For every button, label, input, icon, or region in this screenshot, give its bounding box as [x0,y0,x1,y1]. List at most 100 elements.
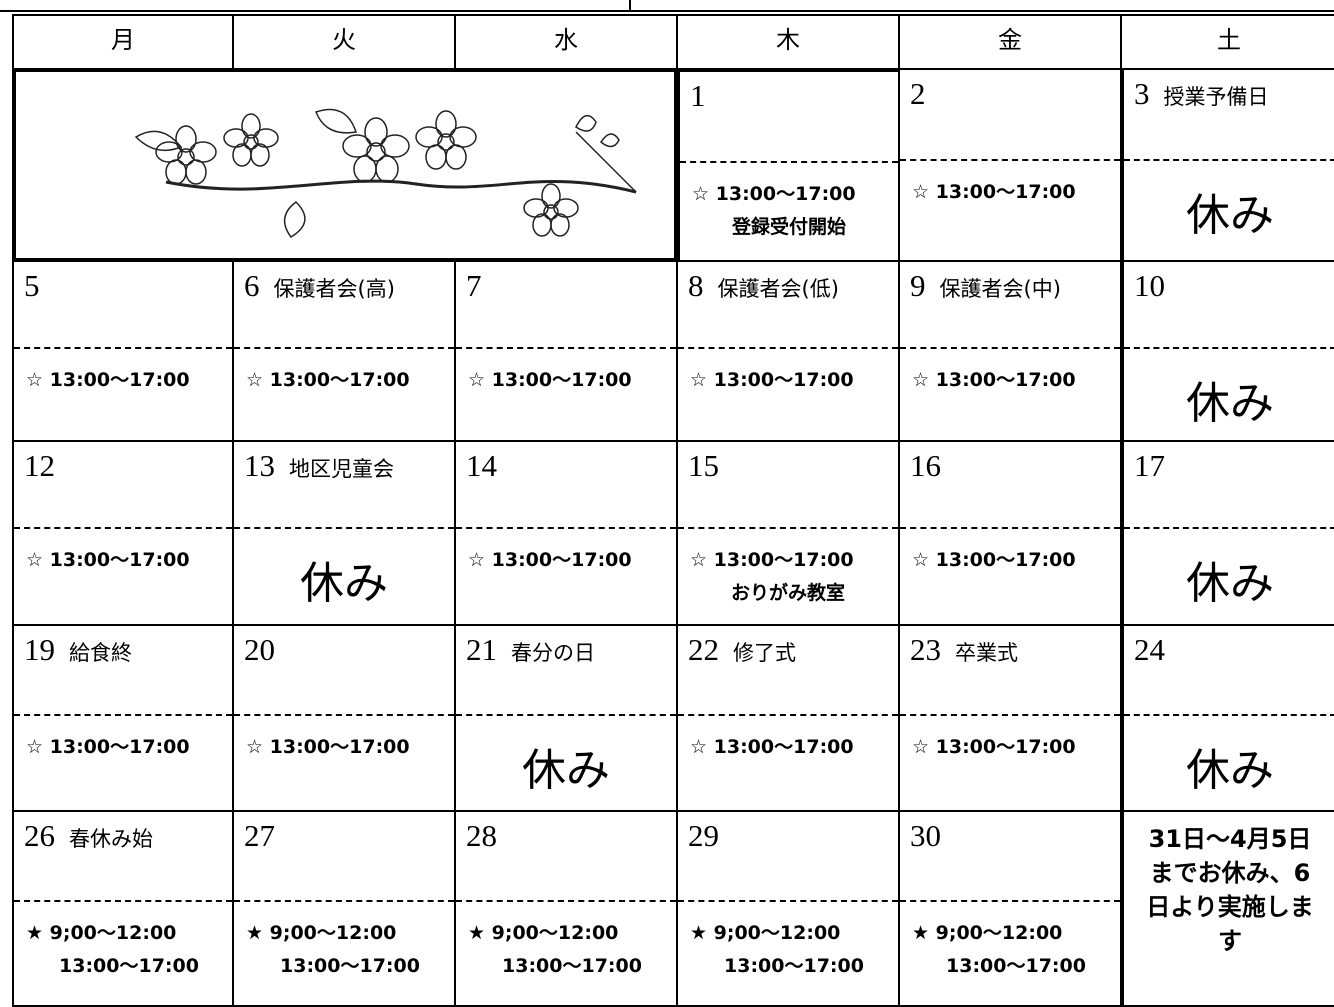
day-cell: 22 修了式 ☆ 13:00～17:00 [676,624,900,812]
closed-label: 休み [1186,378,1274,429]
day-number: 16 [910,448,941,483]
closed-label: 休み [522,745,610,796]
cell-top: 30 [900,812,1120,854]
cell-top: 13 地区児童会 [234,442,454,484]
time-slot: ☆ 13:00～17:00 [26,736,190,758]
day-cell: 28 ★ 9;00～12:00 13:00～17:00 [454,810,678,1007]
top-rule [0,10,1334,12]
cell-top: 10 [1124,262,1334,304]
cell-bottom: ☆ 13:00～17:00 [900,527,1120,624]
cell-top: 17 [1124,442,1334,484]
day-cell: 20 ☆ 13:00～17:00 [232,624,456,812]
cell-bottom: ☆ 13:00～17:00 おりがみ教室 [678,527,898,624]
time-slot: ☆ 13:00～17:00 [26,369,190,391]
day-cell: 23 卒業式 ☆ 13:00～17:00 [898,624,1122,812]
cell-top: 28 [456,812,676,854]
cell-bottom: ☆ 13:00～17:00 [900,714,1120,810]
time-slot: 13:00～17:00 [946,955,1086,977]
day-cell: 12 ☆ 13:00～17:00 [12,440,234,626]
time-slot: ☆ 13:00～17:00 [912,181,1076,203]
cell-top: 14 [456,442,676,484]
weekday-header: 金 [898,14,1122,70]
top-divider [629,0,631,12]
day-cell: 8 保護者会(低) ☆ 13:00～17:00 [676,260,900,442]
day-number: 7 [466,268,482,303]
time-slot: ☆ 13:00～17:00 [912,549,1076,571]
day-number: 17 [1134,448,1165,483]
closed-label: 休み [1186,190,1274,241]
cell-bottom: ☆ 13:00～17:00 [900,347,1120,440]
flower-art [134,108,637,238]
cell-bottom: ☆ 13:00～17:00 [14,527,232,624]
day-cell: 1 ☆ 13:00～17:00 登録受付開始 [676,68,900,262]
cell-top: 19 給食終 [14,626,232,668]
day-number: 14 [466,448,497,483]
cell-bottom: 休み [1124,159,1334,260]
cell-top: 21 春分の日 [456,626,676,668]
cell-top: 16 [900,442,1120,484]
cell-top: 29 [678,812,898,854]
time-slot: ☆ 13:00～17:00 [912,369,1076,391]
weekday-header: 水 [454,14,678,70]
day-number: 24 [1134,632,1165,667]
day-number: 29 [688,818,719,853]
cell-top: 8 保護者会(低) [678,262,898,304]
day-cell: 19 給食終 ☆ 13:00～17:00 [12,624,234,812]
time-slot: ☆ 13:00～17:00 [692,183,856,205]
day-number: 13 [244,448,275,483]
day-number: 26 [24,818,55,853]
cell-top: 26 春休み始 [14,812,232,854]
weekday-header: 土 [1120,14,1334,70]
day-number: 5 [24,268,40,303]
cell-bottom: 休み [456,714,676,810]
day-cell: 3 授業予備日 休み [1120,68,1334,262]
day-cell: 6 保護者会(高) ☆ 13:00～17:00 [232,260,456,442]
event-label: 保護者会(高) [273,277,395,301]
day-number: 27 [244,818,275,853]
event-label: 卒業式 [955,641,1018,665]
cell-bottom: ★ 9;00～12:00 13:00～17:00 [678,900,898,1005]
day-cell: 5 ☆ 13:00～17:00 [12,260,234,442]
time-slot: ☆ 13:00～17:00 [912,736,1076,758]
time-slot: ★ 9;00～12:00 [246,922,397,944]
day-cell: 2 ☆ 13:00～17:00 [898,68,1122,262]
event-label: 給食終 [69,641,132,665]
day-cell: 9 保護者会(中) ☆ 13:00～17:00 [898,260,1122,442]
closure-notice: 31日～4月5日までお休み、6日より実施します [1146,825,1314,955]
day-cell: 15 ☆ 13:00～17:00 おりがみ教室 [676,440,900,626]
day-number: 9 [910,268,926,303]
cell-bottom: 休み [1124,527,1334,624]
day-cell: 29 ★ 9;00～12:00 13:00～17:00 [676,810,900,1007]
time-slot: ★ 9;00～12:00 [690,922,841,944]
cell-bottom: ★ 9;00～12:00 13:00～17:00 [900,900,1120,1005]
cell-top: 1 [680,72,898,114]
day-number: 21 [466,632,497,667]
cell-bottom: ★ 9;00～12:00 13:00～17:00 [234,900,454,1005]
day-cell: 14 ☆ 13:00～17:00 [454,440,678,626]
time-slot: ☆ 13:00～17:00 [468,369,632,391]
note: 登録受付開始 [731,216,846,238]
cell-bottom: ☆ 13:00～17:00 [456,527,676,624]
day-cell: 13 地区児童会 休み [232,440,456,626]
cell-bottom: ☆ 13:00～17:00 [900,159,1120,260]
day-number: 30 [910,818,941,853]
day-number: 15 [688,448,719,483]
cell-top: 27 [234,812,454,854]
day-number: 22 [688,632,719,667]
day-cell: 16 ☆ 13:00～17:00 [898,440,1122,626]
cell-bottom: ☆ 13:00～17:00 [234,347,454,440]
cell-top: 24 [1124,626,1334,668]
note: おりがみ教室 [730,582,845,604]
cell-bottom: ☆ 13:00～17:00 [14,347,232,440]
day-number: 8 [688,268,704,303]
day-cell: 21 春分の日休み [454,624,678,812]
time-slot: 13:00～17:00 [502,955,642,977]
day-number: 3 [1134,76,1150,111]
day-number: 2 [910,76,926,111]
cell-top: 15 [678,442,898,484]
time-slot: 13:00～17:00 [59,955,199,977]
time-slot: ☆ 13:00～17:00 [690,549,854,571]
time-slot: ☆ 13:00～17:00 [246,369,410,391]
day-number: 6 [244,268,260,303]
